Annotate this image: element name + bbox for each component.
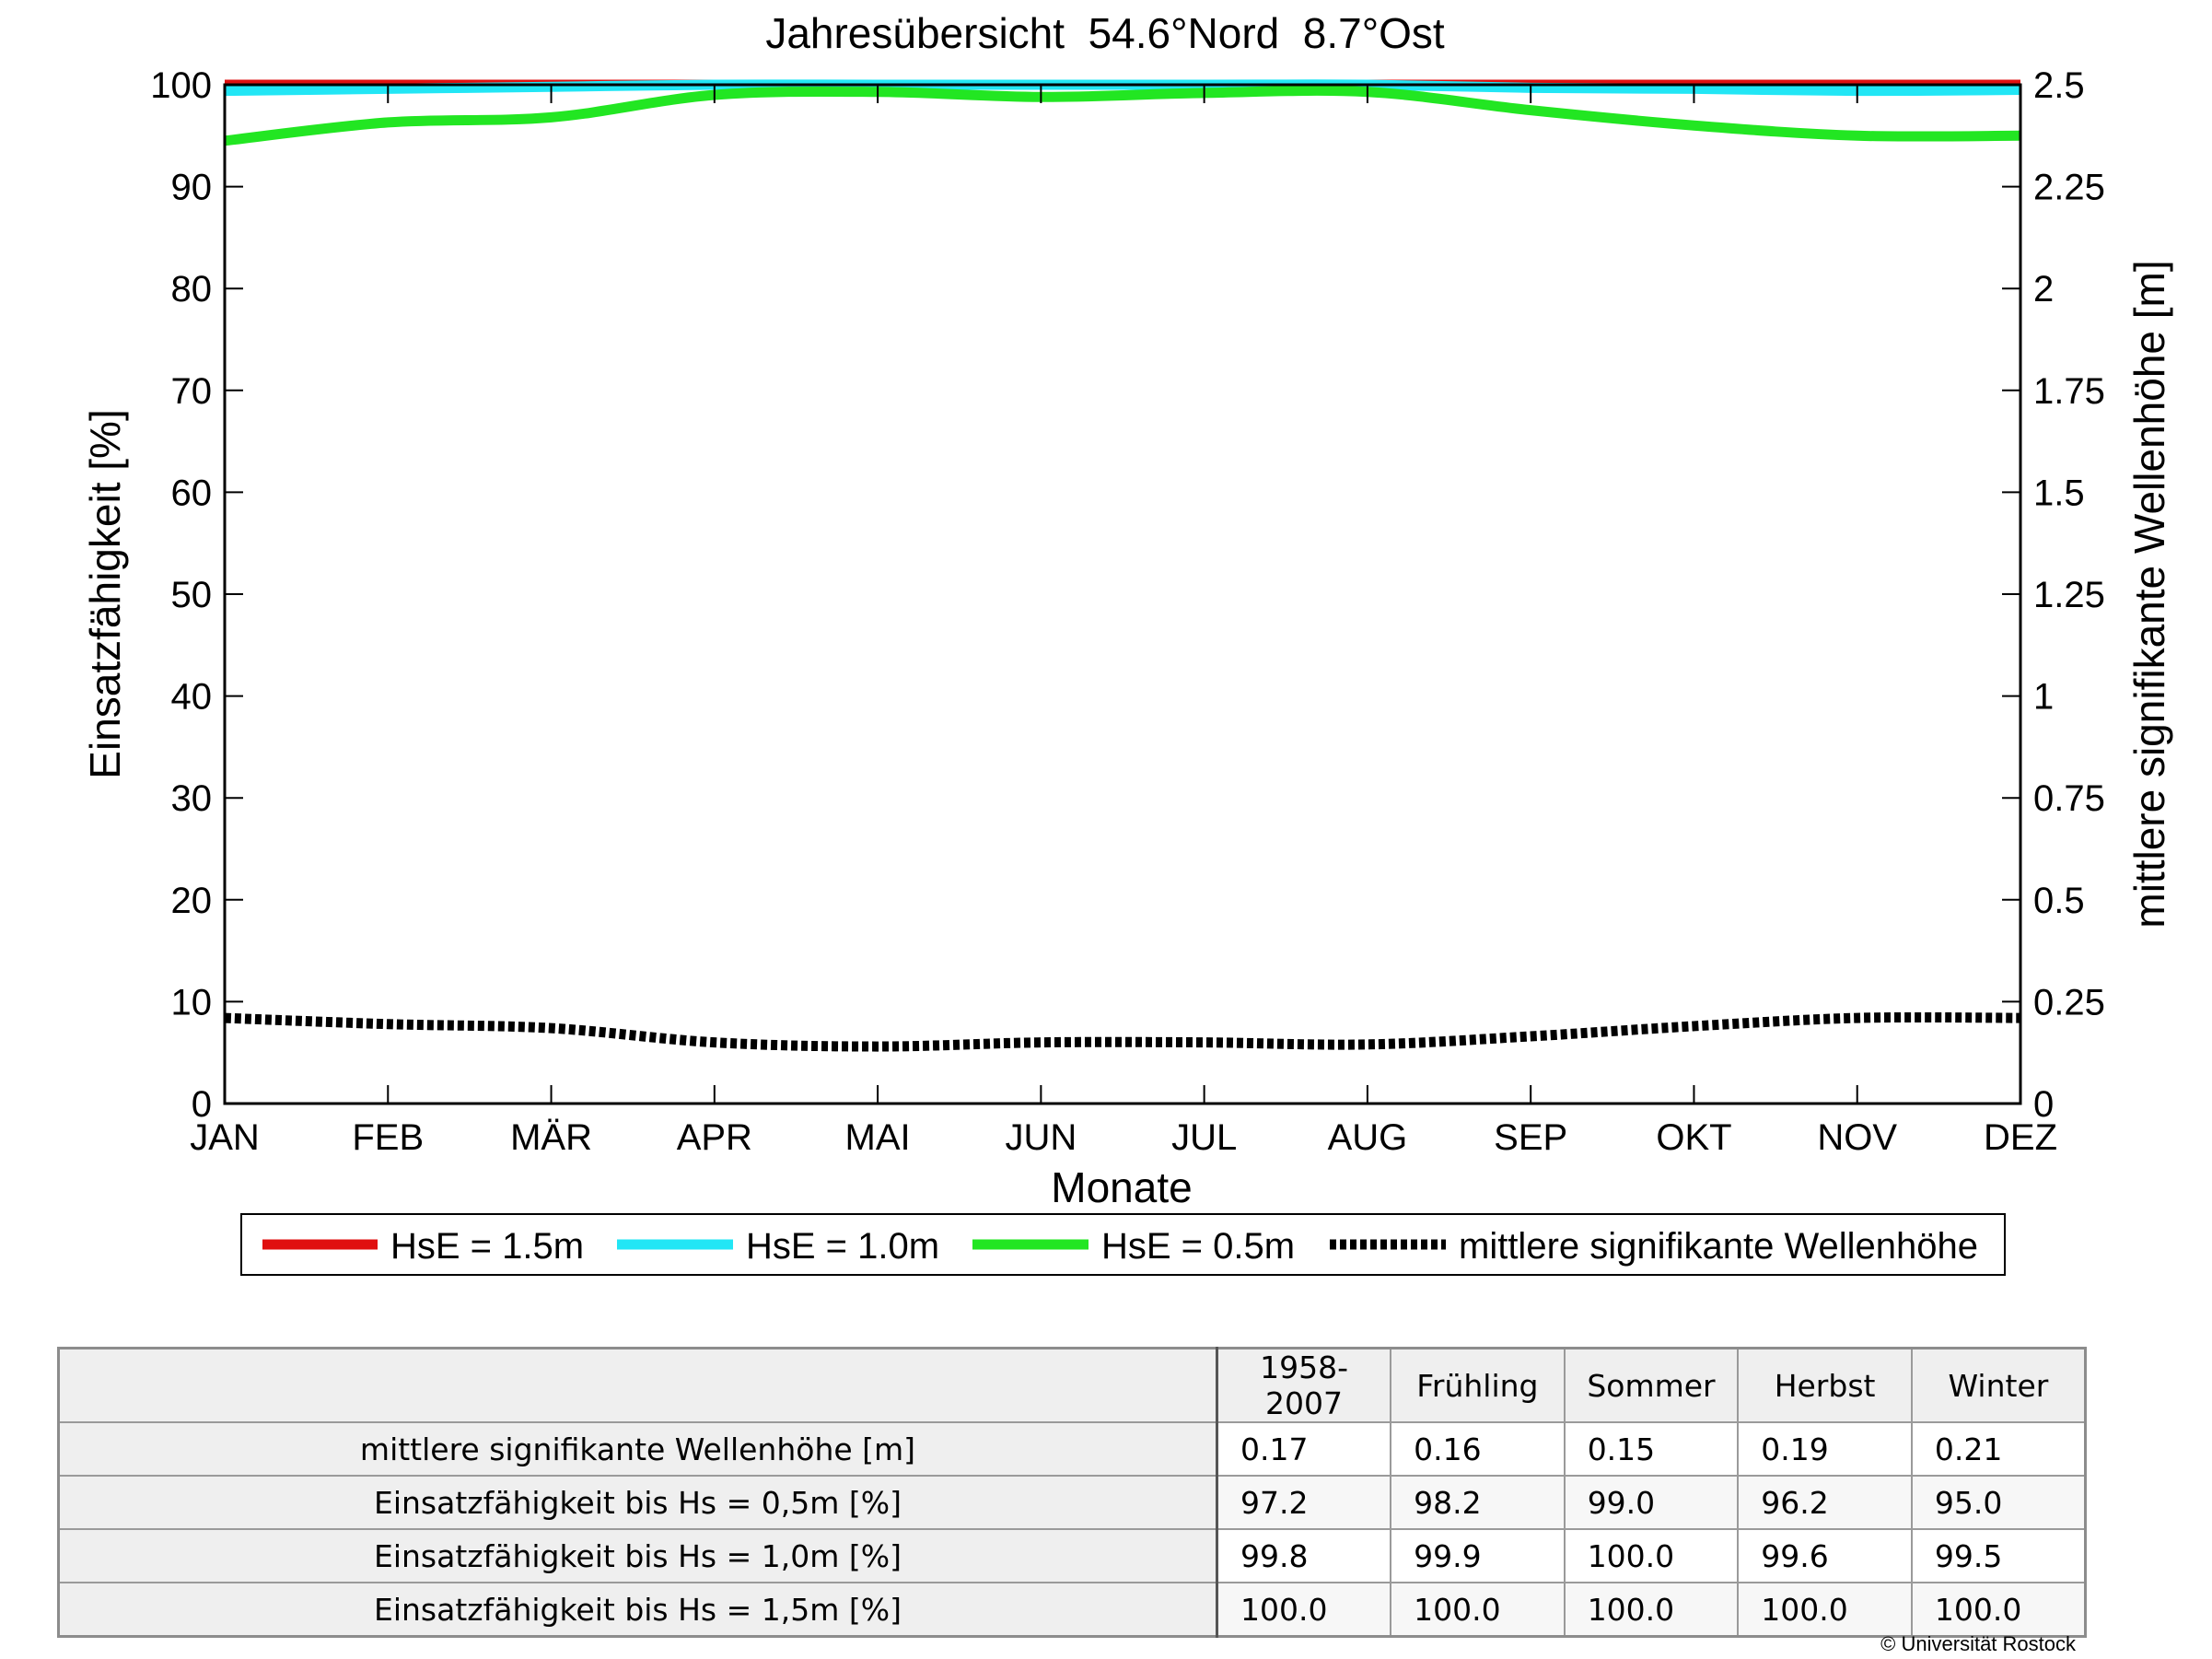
y2-tick-label: 1: [2033, 677, 2054, 718]
column-header: Winter: [1910, 1347, 2087, 1423]
column-header: 1958-2007: [1216, 1347, 1392, 1423]
legend-label-mean-wave: mittlere signifikante Wellenhöhe: [1459, 1226, 1978, 1267]
x-tick-label: OKT: [1656, 1117, 1731, 1158]
column-header: Sommer: [1563, 1347, 1740, 1423]
y2-axis-label: mittlere signifikante Wellenhöhe [m]: [2125, 260, 2173, 928]
y2-tick-label: 1.75: [2033, 371, 2105, 412]
table-cell: 98.2: [1390, 1475, 1566, 1530]
table-cell: 100.0: [1390, 1582, 1566, 1638]
legend-box: [240, 1213, 2006, 1276]
plot-area: [224, 79, 2021, 1052]
x-tick-label: SEP: [1494, 1117, 1567, 1158]
y-tick-label: 60: [171, 473, 213, 513]
table-cell: 96.2: [1737, 1475, 1913, 1530]
y-tick-label: 40: [171, 677, 213, 718]
table-cell: 99.8: [1216, 1528, 1392, 1583]
y2-tick-label: 1.5: [2033, 473, 2085, 513]
table-cell: 99.0: [1563, 1475, 1740, 1530]
x-axis-label: Monate: [1051, 1163, 1192, 1211]
table-header-row: 1958-2007 Frühling Sommer Herbst Winter: [57, 1347, 2087, 1423]
table-row: Einsatzfähigkeit bis Hs = 1,0m [%] 99.8 …: [57, 1528, 2087, 1583]
plot-frame: [223, 83, 2022, 1105]
y-tick-label: 50: [171, 575, 213, 615]
chart: Jahresübersicht 54.6°Nord 8.7°Ost 010203…: [81, 9, 2173, 1276]
legend-label-hse-1-0: HsE = 1.0m: [746, 1226, 939, 1267]
x-tick-label: JUL: [1171, 1117, 1237, 1158]
legend-label-hse-0-5: HsE = 0.5m: [1101, 1226, 1295, 1267]
row-label: mittlere signifikante Wellenhöhe [m]: [57, 1421, 1218, 1477]
table-cell: 100.0: [1563, 1582, 1740, 1638]
x-tick-label: DEZ: [1984, 1117, 2057, 1158]
legend: HsE = 1.5m HsE = 1.0m HsE = 0.5m mittler…: [240, 1213, 2006, 1276]
y2-tick-label: 0.5: [2033, 881, 2085, 921]
table-cell: 100.0: [1737, 1582, 1913, 1638]
x-tick-label: AUG: [1328, 1117, 1408, 1158]
table-cell: 100.0: [1216, 1582, 1392, 1638]
table-row: Einsatzfähigkeit bis Hs = 0,5m [%] 97.2 …: [57, 1475, 2087, 1530]
legend-label-hse-1-5: HsE = 1.5m: [390, 1226, 584, 1267]
table-cell: 100.0: [1910, 1582, 2087, 1638]
x-tick-label: FEB: [352, 1117, 424, 1158]
row-label: Einsatzfähigkeit bis Hs = 1,5m [%]: [57, 1582, 1218, 1638]
table-row: Einsatzfähigkeit bis Hs = 1,5m [%] 100.0…: [57, 1582, 2087, 1638]
table-cell: 99.6: [1737, 1528, 1913, 1583]
y-axis-label: Einsatzfähigkeit [%]: [81, 409, 129, 778]
y2-tick-label: 2: [2033, 269, 2054, 310]
chart-title: Jahresübersicht 54.6°Nord 8.7°Ost: [765, 9, 1445, 57]
table-cell: 95.0: [1910, 1475, 2087, 1530]
row-label: Einsatzfähigkeit bis Hs = 1,0m [%]: [57, 1528, 1218, 1583]
y-tick-label: 100: [150, 65, 212, 106]
table-cell: 97.2: [1216, 1475, 1392, 1530]
table-cell: 0.16: [1390, 1421, 1566, 1477]
x-tick-label: APR: [677, 1117, 752, 1158]
y2-tick-label: 1.25: [2033, 575, 2105, 615]
column-header: Herbst: [1737, 1347, 1913, 1423]
y-tick-label: 0: [192, 1084, 212, 1125]
x-tick-label: JAN: [190, 1117, 260, 1158]
table-cell: 100.0: [1563, 1528, 1740, 1583]
table-row: mittlere signifikante Wellenhöhe [m] 0.1…: [57, 1421, 2087, 1477]
y2-tick-label: 2.25: [2033, 168, 2105, 208]
y-tick-label: 80: [171, 269, 213, 310]
y-tick-label: 90: [171, 168, 213, 208]
y2-tick-label: 0: [2033, 1084, 2054, 1125]
series-mean-wave-line: [224, 1011, 2021, 1052]
y2-tick-label: 0.25: [2033, 982, 2105, 1022]
column-header: Frühling: [1390, 1347, 1566, 1423]
y-tick-label: 30: [171, 778, 213, 819]
x-tick-label: NOV: [1817, 1117, 1897, 1158]
row-label: Einsatzfähigkeit bis Hs = 0,5m [%]: [57, 1475, 1218, 1530]
x-tick-label: JUN: [1005, 1117, 1077, 1158]
series-hse-0-5-line: [224, 85, 2021, 146]
table-cell: 0.15: [1563, 1421, 1740, 1477]
table-cell: 0.17: [1216, 1421, 1392, 1477]
copyright-notice: © Universität Rostock: [1880, 1632, 2076, 1655]
table-cell: 99.5: [1910, 1528, 2087, 1583]
y-tick-label: 20: [171, 881, 213, 921]
x-tick-label: MÄR: [510, 1117, 592, 1158]
y-tick-label: 70: [171, 371, 213, 412]
table-cell: 0.19: [1737, 1421, 1913, 1477]
table-cell: 99.9: [1390, 1528, 1566, 1583]
y2-tick-label: 2.5: [2033, 65, 2085, 106]
axes: 0 10 20 30 40 50 60 70 80 90 100 0 0.25 0.5 0.75 1 1.25 1…: [150, 65, 2105, 1158]
table-corner-cell: [57, 1347, 1218, 1423]
y-tick-label: 10: [171, 982, 213, 1022]
statistics-table: 1958-2007 Frühling Sommer Herbst Winter …: [57, 1347, 2087, 1638]
table-cell: 0.21: [1910, 1421, 2087, 1477]
y2-tick-label: 0.75: [2033, 778, 2105, 819]
x-tick-label: MAI: [845, 1117, 911, 1158]
